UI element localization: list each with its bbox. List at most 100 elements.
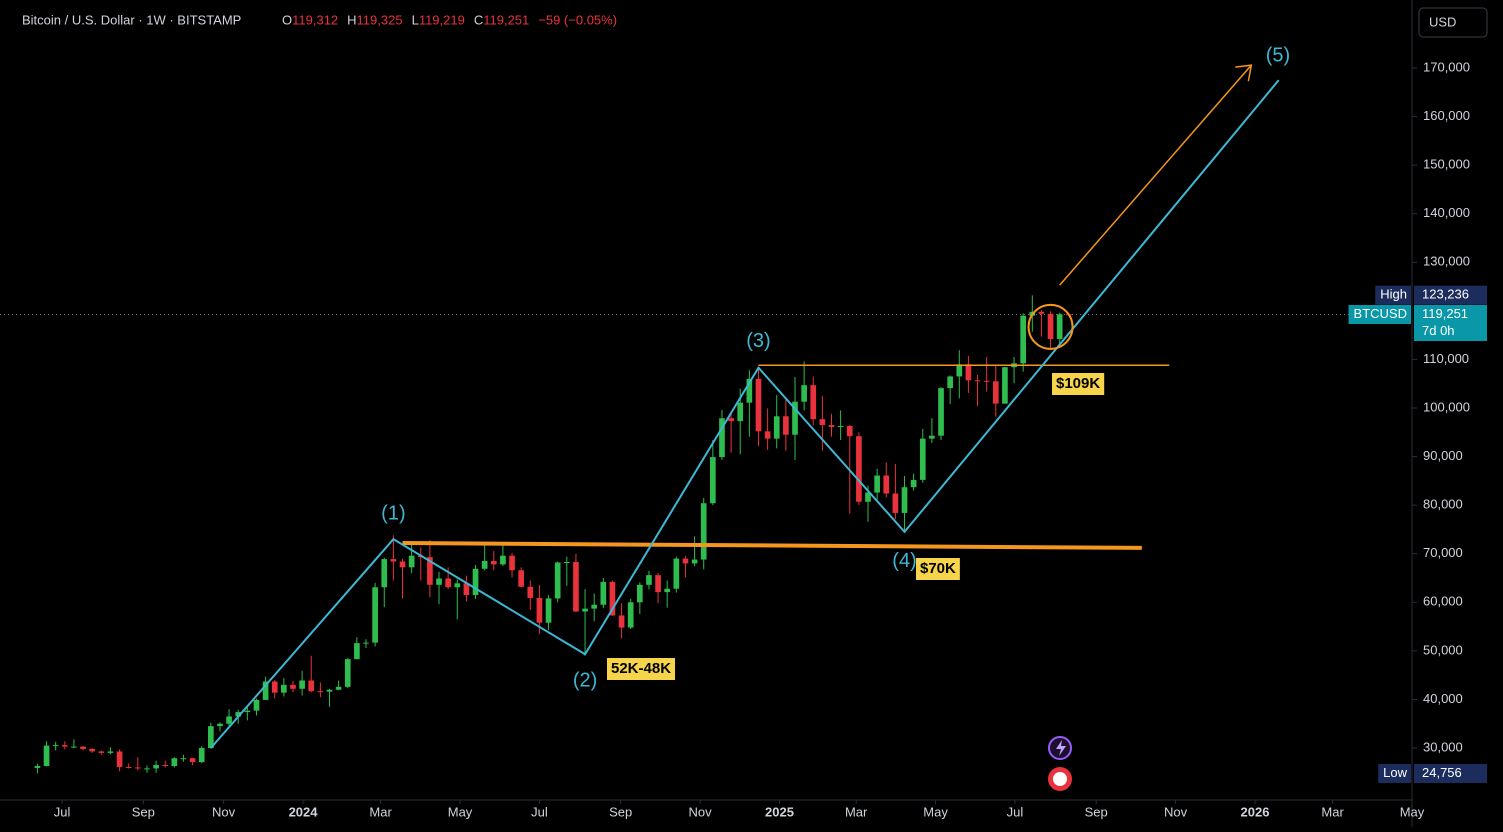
candle-body: [1047, 313, 1054, 340]
candle-body: [901, 487, 908, 513]
x-tick-label: May: [448, 804, 473, 819]
event-glyph: [1053, 772, 1067, 786]
candle-body: [883, 475, 890, 494]
candle-body: [153, 765, 159, 769]
candle-body: [691, 559, 698, 564]
candle-body: [372, 587, 378, 643]
candle-body: [554, 562, 561, 599]
candle-body: [500, 555, 506, 565]
price-tag-name-bg: [1378, 763, 1411, 783]
candle-body: [618, 615, 625, 628]
candle-body: [865, 492, 871, 502]
x-tick-label: May: [923, 804, 948, 819]
candle-body: [874, 475, 880, 493]
candle-body: [992, 381, 999, 404]
candle-body: [1002, 367, 1008, 404]
plot-area: [0, 64, 1412, 774]
candle-body: [646, 575, 652, 585]
symbol: Bitcoin / U.S. Dollar · 1W · BITSTAMP: [22, 12, 241, 27]
x-tick-label: Jul: [531, 804, 548, 819]
price-note-bg: [607, 658, 676, 680]
legend-value: 119,312: [292, 12, 338, 27]
candle-body: [1020, 315, 1027, 364]
candle-body: [947, 376, 953, 389]
legend-value: O: [282, 12, 292, 27]
candle-body: [655, 575, 661, 593]
x-tick-label: Nov: [212, 804, 236, 819]
price-note-bg: [1052, 373, 1105, 395]
candle-body: [910, 479, 917, 488]
y-tick-label: 30,000: [1423, 739, 1463, 754]
x-tick-label: Sep: [1085, 804, 1108, 819]
candle-body: [509, 555, 515, 571]
candle-body: [189, 758, 196, 763]
price-tag-bg: [1414, 305, 1487, 342]
candle-body: [308, 680, 315, 692]
candle-body: [208, 726, 214, 749]
price-note: $70K: [920, 560, 956, 577]
candle-body: [171, 758, 178, 766]
x-tick-label: 2024: [289, 804, 319, 819]
candle-body: [719, 418, 725, 458]
candle-body: [52, 745, 59, 747]
candle-body: [326, 689, 333, 692]
candle-body: [98, 751, 105, 753]
candle-body: [34, 765, 41, 768]
candle-body: [527, 586, 534, 598]
candle-body: [810, 385, 817, 420]
candle-body: [262, 681, 269, 700]
candle-body: [673, 558, 680, 589]
candle-body: [801, 385, 807, 402]
candle-body: [463, 583, 470, 596]
y-tick-label: 50,000: [1423, 642, 1463, 657]
candle-body: [563, 561, 570, 563]
legend-value: −59 (−0.05%): [538, 12, 617, 27]
price-note: 52K-48K: [611, 660, 671, 677]
candle-body: [536, 597, 543, 623]
wave-label: (1): [381, 502, 405, 524]
currency-button[interactable]: [1418, 7, 1488, 38]
candle-body: [116, 751, 123, 767]
candle-body: [80, 746, 86, 749]
x-tick-label: Sep: [609, 804, 632, 819]
x-tick-label: Nov: [689, 804, 713, 819]
candle-body: [700, 503, 707, 560]
target-arrow: [1059, 64, 1252, 286]
candle-body: [582, 608, 588, 612]
candle-body: [89, 748, 96, 752]
currency-label[interactable]: USD: [1429, 14, 1456, 29]
candle-body: [472, 568, 479, 596]
candle-body: [107, 751, 114, 753]
candle-body: [290, 684, 296, 689]
candle-body: [217, 723, 223, 727]
candle-body: [226, 716, 232, 724]
candle-body: [974, 380, 981, 382]
candle-body: [317, 691, 324, 693]
candle-body: [144, 768, 150, 770]
legend-value: 119,251: [483, 12, 529, 27]
price-note-bg: [916, 558, 960, 580]
x-tick-label: Nov: [1164, 804, 1188, 819]
candle-body: [710, 457, 716, 504]
candle-body: [436, 578, 442, 585]
x-tick-label: Mar: [369, 804, 392, 819]
candle-body: [545, 598, 552, 623]
x-tick-label: Jul: [54, 804, 71, 819]
y-tick-label: 110,000: [1423, 351, 1469, 366]
price-tag-bg: [1414, 285, 1487, 305]
price-tag-extra: 7d 0h: [1422, 323, 1455, 338]
candle-body: [335, 686, 342, 690]
candle-body: [792, 401, 798, 435]
candle-body: [244, 710, 251, 713]
price-tag-name-bg: [1375, 285, 1411, 305]
candle-body: [600, 581, 607, 605]
legend-value: C: [474, 12, 483, 27]
highlight-circle: [1027, 303, 1074, 350]
candle-body: [125, 766, 132, 768]
candle-body: [180, 758, 187, 760]
y-tick-label: 90,000: [1423, 448, 1463, 463]
candle-body: [363, 642, 369, 644]
candle-body: [682, 558, 689, 564]
candle-body: [837, 425, 844, 427]
